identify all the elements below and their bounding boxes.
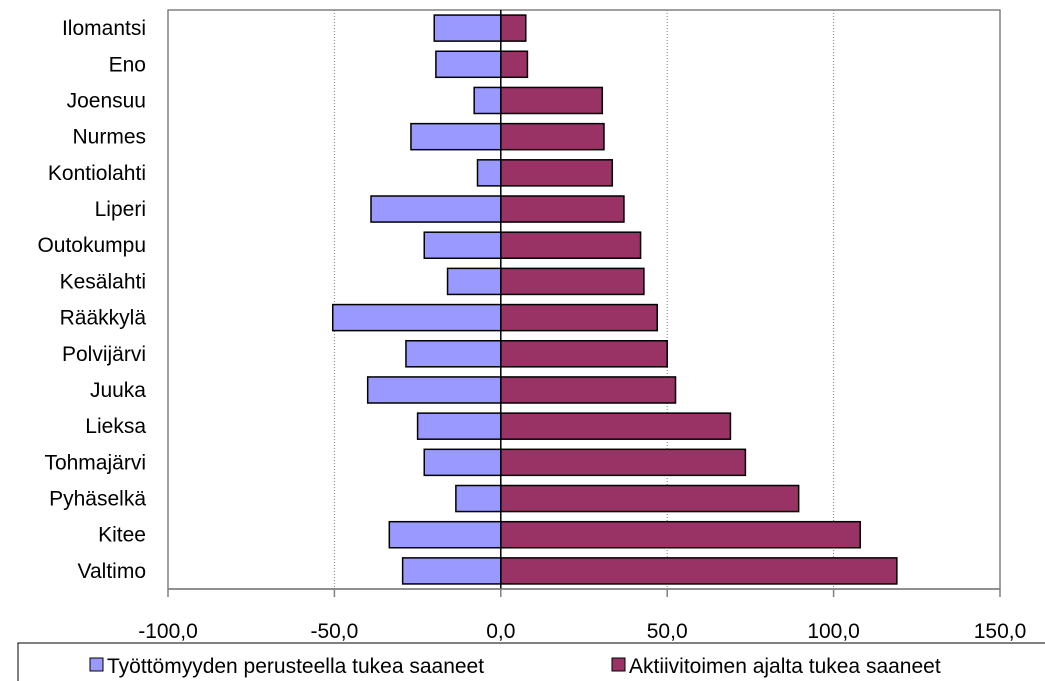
bar-series-1 xyxy=(423,231,502,259)
bar-series-2 xyxy=(500,195,625,223)
x-tick-label: 150,0 xyxy=(974,620,1027,643)
category-label: Kitee xyxy=(98,524,146,547)
bar-series-1 xyxy=(370,195,502,223)
category-label: Outokumpu xyxy=(37,234,146,257)
bar-series-1 xyxy=(401,557,502,585)
category-label: Lieksa xyxy=(85,415,146,438)
category-label: Kesälahti xyxy=(60,270,146,293)
category-label: Liperi xyxy=(95,198,146,221)
bar-series-2 xyxy=(500,231,642,259)
category-label: Rääkkylä xyxy=(60,307,147,330)
bar-series-1 xyxy=(455,484,502,513)
bar-series-2 xyxy=(500,303,658,332)
bar-series-2 xyxy=(500,376,677,404)
bar-series-2 xyxy=(500,14,527,42)
x-tick-label: 100,0 xyxy=(807,620,860,643)
x-tick-label: -100,0 xyxy=(138,620,198,643)
bar-series-1 xyxy=(410,122,502,151)
legend-swatch-series-2 xyxy=(611,657,626,672)
bar-series-1 xyxy=(388,520,502,549)
bar-series-1 xyxy=(476,159,502,187)
bar-series-2 xyxy=(500,412,732,440)
legend-label-series-1: Työttömyyden perusteella tukea saaneet xyxy=(107,655,484,678)
bar-series-2 xyxy=(500,484,800,513)
bar-series-2 xyxy=(500,520,861,549)
legend-label-series-2: Aktiivitoimen ajalta tukea saaneet xyxy=(629,655,941,678)
bar-series-2 xyxy=(500,448,747,477)
bar-series-1 xyxy=(423,448,502,477)
bar-series-1 xyxy=(446,267,502,296)
bar-series-1 xyxy=(366,376,502,404)
bar-series-1 xyxy=(433,14,502,42)
bars xyxy=(331,10,898,589)
x-axis: -100,0 -50,0 0,0 50,0 100,0 150,0 xyxy=(138,588,1027,643)
legend: Työttömyyden perusteella tukea saaneet A… xyxy=(17,642,1045,681)
category-label: Kontiolahti xyxy=(48,162,146,185)
category-label: Pyhäselkä xyxy=(49,488,146,511)
category-label: Tohmajärvi xyxy=(44,451,146,474)
bar-series-2 xyxy=(500,159,614,187)
category-label: Ilomantsi xyxy=(62,17,146,40)
category-label: Eno xyxy=(109,53,146,76)
x-tick-label: 50,0 xyxy=(647,620,688,643)
category-label: Valtimo xyxy=(78,560,146,583)
bar-series-1 xyxy=(435,50,502,79)
x-tick-label: -50,0 xyxy=(310,620,358,643)
bar-series-2 xyxy=(500,340,668,368)
legend-swatch-series-1 xyxy=(89,657,104,672)
bar-series-2 xyxy=(500,557,898,585)
category-label: Polvijärvi xyxy=(62,343,146,366)
bar-series-2 xyxy=(500,50,529,79)
category-label: Nurmes xyxy=(72,126,146,149)
bar-series-2 xyxy=(500,86,604,115)
bar-series-1 xyxy=(405,340,502,368)
bar-series-2 xyxy=(500,267,645,296)
x-tick-label: 0,0 xyxy=(486,620,515,643)
bar-series-1 xyxy=(416,412,502,440)
bar-series-2 xyxy=(500,122,605,151)
legend-box xyxy=(17,642,1045,681)
bar-series-1 xyxy=(473,86,502,115)
category-labels: Ilomantsi Eno Joensuu Nurmes Kontiolahti Lipe… xyxy=(37,17,146,583)
category-label: Juuka xyxy=(90,379,146,402)
category-label: Joensuu xyxy=(67,89,146,112)
bar-series-1 xyxy=(331,303,502,332)
